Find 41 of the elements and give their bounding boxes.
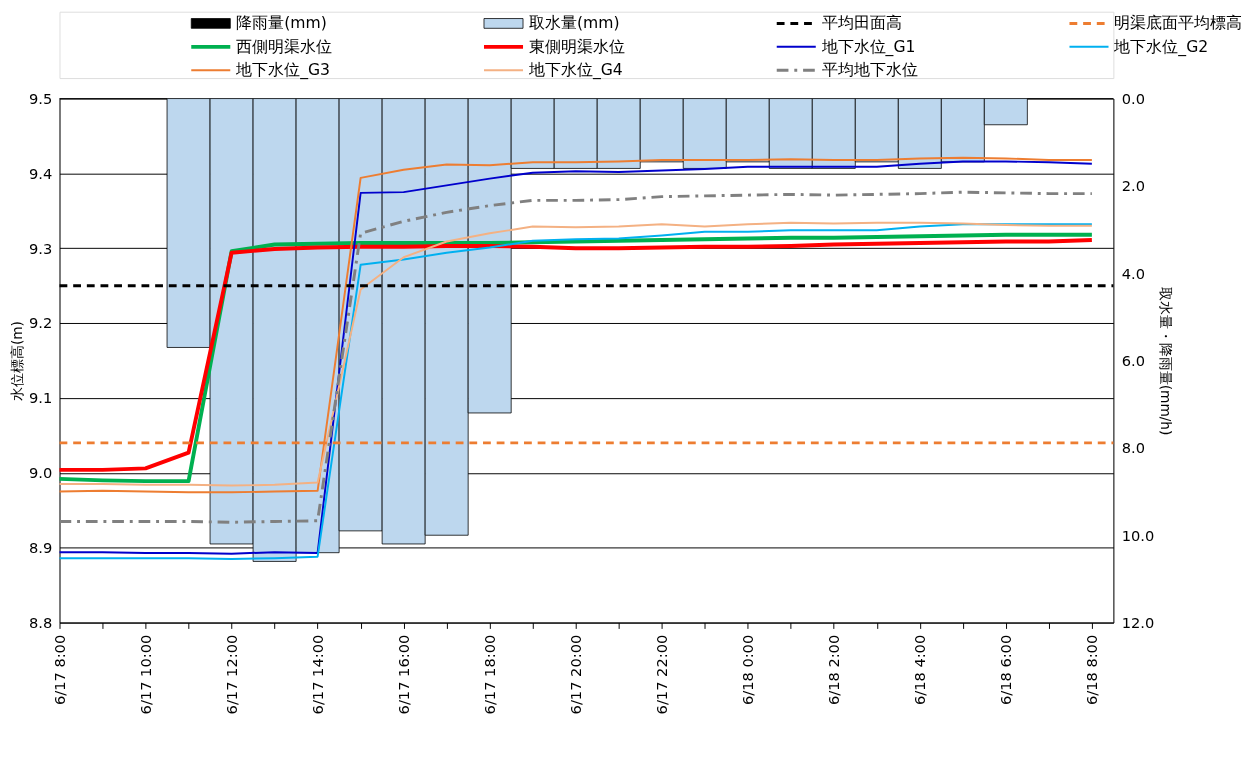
- x-tick-label: 6/18 4:00: [911, 634, 929, 706]
- y-tick-label: 9.3: [28, 239, 53, 257]
- y-tick-label: 8.9: [28, 539, 53, 557]
- y-tick-label: 9.4: [28, 164, 53, 182]
- y2-tick-label: 8.0: [1121, 439, 1145, 457]
- legend-label: 平均地下水位: [821, 61, 918, 80]
- x-tick-label: 6/18 6:00: [997, 634, 1015, 706]
- x-tick-label: 6/18 2:00: [825, 634, 843, 706]
- legend-label: 西側明渠水位: [236, 37, 333, 56]
- y2-tick-label: 6.0: [1121, 351, 1145, 369]
- legend-label: 地下水位_G2: [1113, 37, 1209, 57]
- legend-label: 明渠底面平均標高: [1114, 14, 1243, 33]
- x-tick-label: 6/17 22:00: [653, 634, 671, 715]
- x-tick-label: 6/17 20:00: [567, 634, 585, 715]
- y-axis-title: 水位標高(m): [9, 321, 26, 402]
- legend-label: 平均田面高: [821, 14, 902, 33]
- y2-tick-label: 10.0: [1121, 526, 1155, 544]
- legend-label: 降雨量(mm): [236, 14, 327, 33]
- y2-tick-label: 12.0: [1121, 613, 1155, 631]
- y2-tick-label: 2.0: [1121, 177, 1145, 195]
- legend-label: 地下水位_G3: [235, 61, 330, 81]
- x-tick-label: 6/17 14:00: [308, 634, 326, 715]
- x-tick-label: 6/18 8:00: [1083, 634, 1101, 706]
- legend-label: 取水量(mm): [528, 14, 620, 33]
- y-tick-label: 9.1: [28, 389, 53, 407]
- x-tick-label: 6/17 10:00: [136, 634, 154, 715]
- y2-tick-label: 4.0: [1121, 264, 1145, 282]
- x-tick-label: 6/17 18:00: [481, 634, 499, 715]
- x-tick-label: 6/17 16:00: [395, 634, 413, 715]
- y-tick-label: 9.0: [28, 464, 53, 482]
- legend-label: 東側明渠水位: [528, 37, 625, 56]
- y2-axis-title: 取水量・降雨量(mm/h): [1158, 286, 1175, 436]
- y-tick-label: 9.2: [28, 314, 53, 332]
- legend-label: 地下水位_G4: [527, 61, 623, 81]
- y-tick-label: 8.8: [28, 613, 53, 631]
- legend-label: 地下水位_G1: [820, 37, 916, 57]
- y-tick-label: 9.5: [28, 89, 53, 107]
- x-tick-label: 6/17 12:00: [222, 634, 240, 715]
- y2-tick-label: 0.0: [1121, 89, 1145, 107]
- x-tick-label: 6/18 0:00: [739, 634, 757, 706]
- x-tick-label: 6/17 8:00: [50, 634, 68, 706]
